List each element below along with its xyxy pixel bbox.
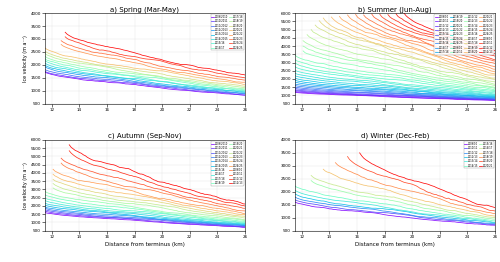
Y-axis label: Ice velocity (m a⁻¹): Ice velocity (m a⁻¹) (22, 35, 28, 82)
Legend: 2009/10, 2010/11, 2011/12, 2012/13, 2013/14, 2014/15, 2015/16, 2016/17, 2017/18,: 2009/10, 2010/11, 2011/12, 2012/13, 2013… (434, 14, 494, 54)
Legend: 2009/2010, 2010/2011, 2011/2012, 2012/2013, 2013/2014, 2014/2015, 2015/16, 2016/: 2009/2010, 2010/2011, 2011/2012, 2012/20… (210, 141, 244, 186)
X-axis label: Distance from terminus (km): Distance from terminus (km) (355, 242, 435, 247)
Y-axis label: Ice velocity (m a⁻¹): Ice velocity (m a⁻¹) (22, 162, 28, 209)
Title: b) Summer (Jun-Aug): b) Summer (Jun-Aug) (358, 6, 432, 13)
Legend: 2009/2010, 2010/2011, 2011/2012, 2012/2013, 2013/2014, 2014/2015, 2015/16, 2016/: 2009/2010, 2010/2011, 2011/2012, 2012/20… (210, 14, 244, 50)
Title: a) Spring (Mar-May): a) Spring (Mar-May) (110, 6, 180, 13)
Title: c) Autumn (Sep-Nov): c) Autumn (Sep-Nov) (108, 133, 182, 139)
X-axis label: Distance from terminus (km): Distance from terminus (km) (105, 242, 185, 247)
Title: d) Winter (Dec-Feb): d) Winter (Dec-Feb) (361, 133, 429, 139)
Legend: 2009/10, 2010/11, 2011/12, 2012/13, 2013/14, 2014/15, 2015/16, 2016/17, 2017/18,: 2009/10, 2010/11, 2011/12, 2012/13, 2013… (464, 141, 494, 168)
